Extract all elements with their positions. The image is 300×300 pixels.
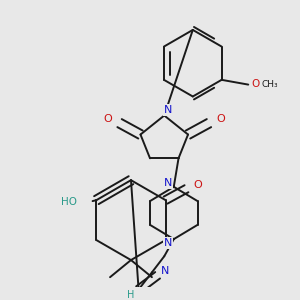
Text: O: O (251, 79, 260, 89)
Text: HO: HO (61, 197, 77, 207)
Text: N: N (164, 238, 172, 248)
Text: O: O (104, 114, 112, 124)
Text: H: H (127, 290, 135, 300)
Text: CH₃: CH₃ (261, 80, 278, 88)
Text: N: N (161, 266, 170, 277)
Text: O: O (194, 180, 202, 190)
Text: N: N (164, 105, 172, 115)
Text: O: O (216, 114, 225, 124)
Text: N: N (164, 178, 172, 188)
